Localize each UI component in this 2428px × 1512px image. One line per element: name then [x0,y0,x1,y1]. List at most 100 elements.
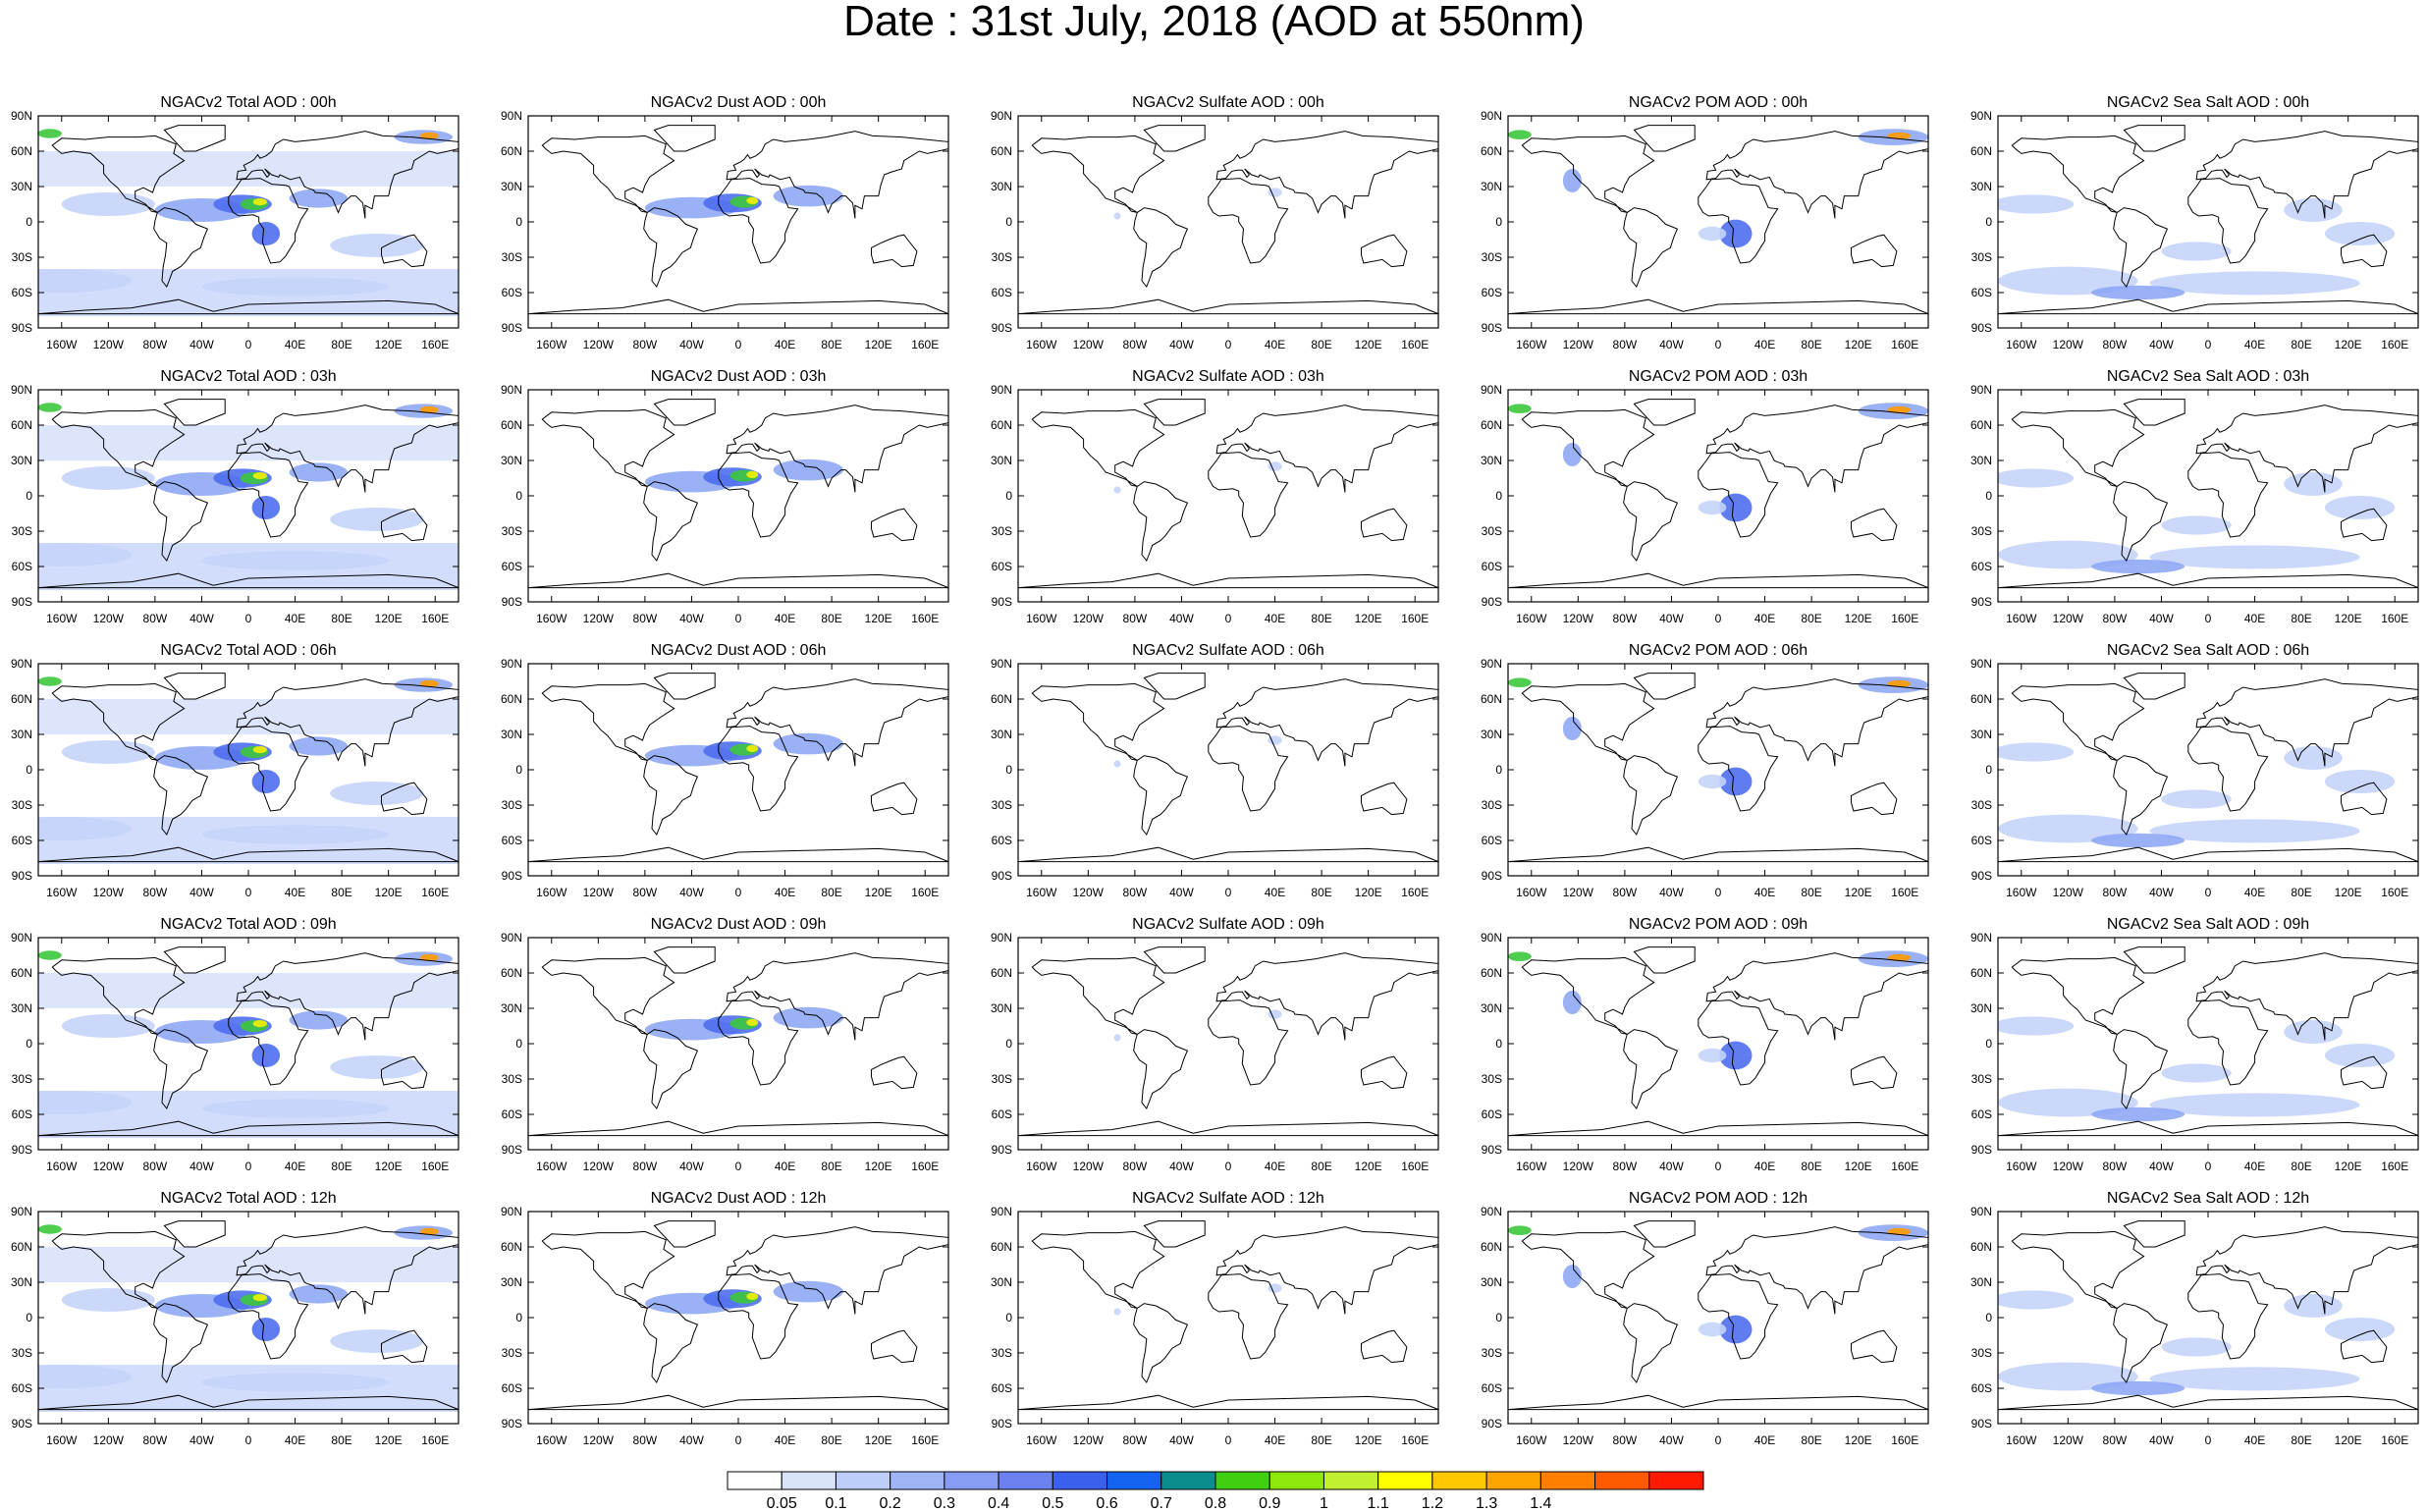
aod-plume [251,770,281,793]
coastline [1133,481,1189,562]
coastline [2195,131,2419,219]
aod-plume [1268,188,1282,197]
lat-label: 90N [1481,109,1502,123]
coastline [163,399,226,426]
lon-label: 120E [2335,612,2362,625]
lat-label: 30S [992,524,1012,538]
lat-label: 60N [1970,144,1992,158]
colorbar-swatch [1322,1471,1379,1490]
colorbar-swatch [1214,1471,1270,1490]
lon-label: 40E [285,1433,305,1447]
map-panel-sulfate-0: NGACv2 Sulfate AOD : 00h 90N 60N 30N 0 30S 60S… [991,94,1439,351]
aod-plume [252,1294,268,1302]
lon-label: 40E [1754,612,1775,625]
lon-label: 0 [1225,1433,1232,1447]
lat-label: 30N [1481,1001,1502,1015]
coastline [718,726,799,812]
aod-plume [419,1227,439,1235]
coastline [718,452,799,538]
lon-label: 80W [143,1433,168,1447]
lat-label: 60S [502,560,522,573]
lon-label: 120W [2053,612,2084,625]
lon-label: 0 [2205,612,2212,625]
lat-label: 30S [12,524,32,538]
lon-label: 160W [536,1160,567,1173]
lon-label: 160E [421,1160,449,1173]
lon-label: 80W [2103,1160,2128,1173]
map-panel-total-1: NGACv2 Total AOD : 03h 90N 60N 30N 0 30S 60S 90… [11,368,459,625]
lon-label: 80W [143,612,168,625]
coastline [1705,678,1929,767]
aod-plume [2161,242,2232,261]
coastline [726,131,949,219]
aod-plume [201,1099,389,1118]
coastline [37,1394,459,1411]
aod-plume [289,1284,349,1304]
aod-field [38,129,459,316]
lon-label: 120E [1845,612,1872,625]
lat-label: 0 [26,763,32,777]
lat-label: 90N [991,109,1012,123]
coastline [153,1029,209,1109]
lat-label: 30S [502,798,522,812]
lon-label: 40W [1659,1433,1684,1447]
aod-plume [2161,515,2232,535]
lon-label: 120E [1355,886,1382,899]
lon-label: 40W [679,1433,704,1447]
coastline [2123,399,2185,426]
coastline [1208,999,1289,1086]
lon-label: 120W [583,886,615,899]
colorbar-swatch [1431,1471,1487,1490]
aod-plume [38,676,62,686]
aod-field [1113,188,1282,220]
lat-label: 60S [12,834,32,847]
coastline [1017,846,1439,863]
coastline [1623,755,1679,836]
coastline [726,1226,949,1315]
coastline [1521,956,1655,1035]
lat-label: 30N [991,454,1012,467]
lon-label: 120E [2335,1433,2362,1447]
aod-plume [419,405,439,413]
aod-plume [2284,198,2343,222]
coastline [2187,178,2269,264]
coastline [1997,572,2419,589]
aod-plume [38,269,133,293]
lat-label: 90N [1970,1205,1992,1218]
lon-label: 160E [911,886,939,899]
lat-label: 60N [501,692,522,706]
lat-label: 90S [12,869,32,883]
lon-label: 160E [1891,612,1918,625]
coastline [1705,952,1929,1041]
lon-label: 120E [1845,338,1872,351]
lat-label: 30N [501,454,522,467]
lat-label: 60N [1970,418,1992,432]
coastline [2113,1029,2169,1109]
aod-field [1508,676,1928,796]
coastline [2195,1226,2419,1315]
map-panel-sulfate-2: NGACv2 Sulfate AOD : 06h 90N 60N 30N 0 30S 60S… [991,642,1439,899]
map-frame [1017,1211,1439,1425]
lon-label: 0 [1715,1433,1722,1447]
lat-label: 0 [1495,1037,1502,1051]
aod-plume [2284,1020,2343,1044]
coastline [1143,946,1206,974]
lon-label: 160E [1401,886,1429,899]
lon-label: 160W [1516,886,1547,899]
colorbar-label: 0.8 [1205,1495,1226,1512]
coastline [236,952,459,1041]
lon-label: 40E [285,338,305,351]
aod-plume [289,736,349,756]
lon-label: 160E [2381,612,2408,625]
lon-label: 0 [1225,1160,1232,1173]
lat-label: 90S [1482,321,1502,335]
lon-label: 160W [1516,338,1547,351]
lat-label: 90N [991,383,1012,397]
aod-plume [1268,1283,1282,1293]
lon-label: 0 [1715,886,1722,899]
aod-field [1998,742,2396,848]
coastline [1017,1120,1439,1137]
aod-plume [746,196,759,204]
coastline [527,298,949,315]
colorbar-swatch [1539,1471,1596,1490]
